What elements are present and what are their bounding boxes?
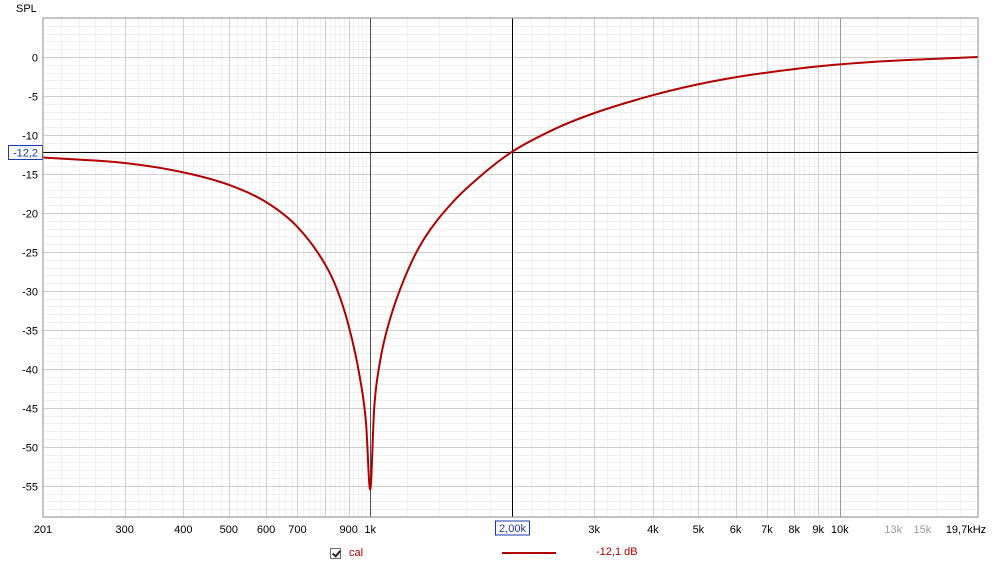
- cursor-x-label-box: [495, 520, 530, 536]
- y-tick-label: 0: [32, 53, 38, 65]
- x-tick-label: 900: [340, 524, 358, 536]
- x-tick-label: 300: [115, 524, 133, 536]
- y-tick-label: -40: [22, 365, 38, 377]
- y-tick-label: -45: [22, 404, 38, 416]
- major-grid-y: [43, 57, 978, 487]
- cursor[interactable]: -12,2 2,00k: [8, 18, 979, 536]
- y-axis-label: SPL: [16, 3, 37, 15]
- x-tick-label: 13k: [884, 524, 902, 536]
- y-tick-label: -25: [22, 248, 38, 260]
- legend: cal -12,1 dB: [330, 545, 638, 561]
- x-tick-label: 9k: [812, 524, 824, 536]
- x-tick-labels: 201 300 400 500 600 700 900 1k 3k 4k 5k 6k 7k 8k 9k 10k…: [34, 524, 986, 536]
- legend-series-name: cal: [349, 547, 364, 559]
- y-tick-label: -50: [22, 443, 38, 455]
- y-tick-label: -30: [22, 287, 38, 299]
- x-tick-label: 3k: [588, 524, 600, 536]
- x-tick-label: 19,7kHz: [946, 524, 986, 536]
- x-tick-label: 15k: [914, 524, 932, 536]
- x-tick-label: 500: [220, 524, 238, 536]
- x-tick-label: 10k: [831, 524, 849, 536]
- x-tick-label: 4k: [647, 524, 659, 536]
- x-tick-label: 5k: [693, 524, 705, 536]
- x-tick-label: 7k: [761, 524, 773, 536]
- x-tick-label: 1k: [364, 524, 376, 536]
- y-tick-labels: 0 -5 -10 -15 -20 -25 -30 -35 -40 -45 -50 -55: [22, 53, 38, 494]
- series-line-cal: [42, 55, 979, 491]
- minor-grid-y: [43, 26, 978, 518]
- cursor-y-label: -12,2: [13, 148, 38, 160]
- y-tick-label: -15: [22, 170, 38, 182]
- x-tick-label: 400: [174, 524, 192, 536]
- x-tick-label: 700: [288, 524, 306, 536]
- y-tick-label: -5: [28, 92, 38, 104]
- y-tick-label: -20: [22, 209, 38, 221]
- legend-series-value: -12,1 dB: [596, 546, 638, 558]
- x-tick-label: 201: [34, 524, 52, 536]
- plot-background: [43, 18, 978, 517]
- series-visibility-checkbox[interactable]: [330, 547, 341, 559]
- legend-series-swatch: [502, 552, 556, 554]
- plot-frame: [42, 17, 979, 518]
- x-tick-label: 6k: [730, 524, 742, 536]
- x-tick-label: 600: [257, 524, 275, 536]
- y-tick-label: -10: [22, 131, 38, 143]
- x-tick-label: 8k: [788, 524, 800, 536]
- y-tick-label: -35: [22, 326, 38, 338]
- series-layer: [42, 55, 979, 491]
- cursor-x-label: 2,00k: [499, 523, 526, 535]
- y-tick-label: -55: [22, 482, 38, 494]
